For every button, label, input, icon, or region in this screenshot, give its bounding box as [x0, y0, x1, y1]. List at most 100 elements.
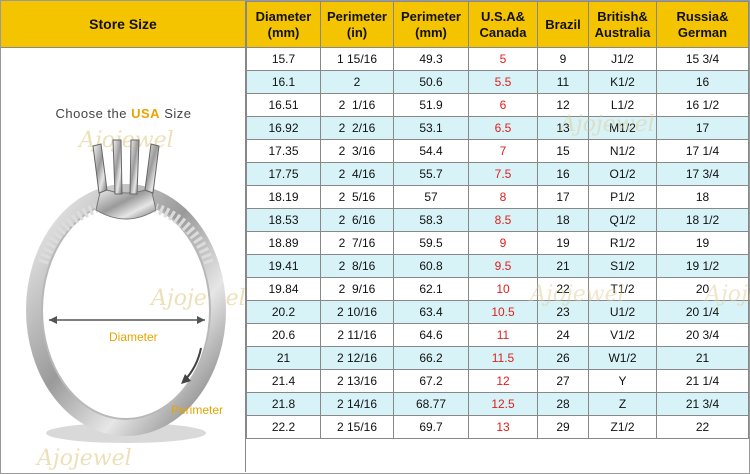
- size-table-body: 15.7 1 15/16 49.3 5 9 J1/2 15 3/4 16.1 2 50.6 5.5 1…: [246, 47, 749, 439]
- cell-british-australia: S1/2: [588, 254, 657, 278]
- cell-brazil: 13: [537, 116, 589, 140]
- cell-brazil: 27: [537, 369, 589, 393]
- cell-brazil: 28: [537, 392, 589, 416]
- cell-british-australia: Q1/2: [588, 208, 657, 232]
- col-header-line1: Russia&: [676, 8, 729, 24]
- cell-perimeter-in: 2 5/16: [320, 185, 394, 209]
- table-row: 18.53 2 6/16 58.3 8.5 18 Q1/2 18 1/2: [246, 208, 749, 232]
- col-header-perimeter-mm: Perimeter (mm): [393, 1, 469, 48]
- cell-diameter-mm: 18.53: [246, 208, 321, 232]
- cell-usa-canada: 13: [468, 415, 538, 439]
- cell-diameter-mm: 18.19: [246, 185, 321, 209]
- cell-british-australia: K1/2: [588, 70, 657, 94]
- cell-russia-german: 19: [656, 231, 749, 255]
- cell-diameter-mm: 16.51: [246, 93, 321, 117]
- store-size-header: Store Size: [1, 1, 246, 48]
- cell-usa-canada: 12.5: [468, 392, 538, 416]
- cell-british-australia: M1/2: [588, 116, 657, 140]
- ring-illustration: [26, 139, 226, 443]
- cell-usa-canada: 10: [468, 277, 538, 301]
- cell-russia-german: 20: [656, 277, 749, 301]
- cell-usa-canada: 8.5: [468, 208, 538, 232]
- table-row: 19.41 2 8/16 60.8 9.5 21 S1/2 19 1/2: [246, 254, 749, 278]
- cell-diameter-mm: 17.75: [246, 162, 321, 186]
- table-row: 19.84 2 9/16 62.1 10 22 T1/2 20: [246, 277, 749, 301]
- table-row: 20.2 2 10/16 63.4 10.5 23 U1/2 20 1/4: [246, 300, 749, 324]
- cell-perimeter-mm: 50.6: [393, 70, 469, 94]
- cell-usa-canada: 7.5: [468, 162, 538, 186]
- size-table-header: Diameter (mm) Perimeter (in) Perimeter (mm) U.…: [246, 1, 749, 48]
- col-header-line2: Canada: [479, 24, 527, 40]
- cell-perimeter-in: 2 3/16: [320, 139, 394, 163]
- choose-usa-highlight: USA: [131, 106, 161, 121]
- table-row: 21.8 2 14/16 68.77 12.5 28 Z 21 3/4: [246, 392, 749, 416]
- col-header-british-australia: British& Australia: [588, 1, 657, 48]
- cell-brazil: 9: [537, 47, 589, 71]
- cell-perimeter-in: 2 2/16: [320, 116, 394, 140]
- choose-prefix: Choose the: [55, 106, 127, 121]
- table-row: 17.35 2 3/16 54.4 7 15 N1/2 17 1/4: [246, 139, 749, 163]
- table-row: 21 2 12/16 66.2 11.5 26 W1/2 21: [246, 346, 749, 370]
- cell-perimeter-in: 2 15/16: [320, 415, 394, 439]
- cell-perimeter-mm: 55.7: [393, 162, 469, 186]
- cell-russia-german: 19 1/2: [656, 254, 749, 278]
- cell-brazil: 15: [537, 139, 589, 163]
- cell-perimeter-mm: 60.8: [393, 254, 469, 278]
- ring-illustration-panel: Choose the USA Size Ajojewel Ajojewel Aj…: [1, 48, 246, 472]
- cell-russia-german: 18: [656, 185, 749, 209]
- col-header-diameter-mm: Diameter (mm): [246, 1, 321, 48]
- watermark-middle: Ajojewel: [151, 286, 246, 311]
- cell-british-australia: L1/2: [588, 93, 657, 117]
- col-header-line1: U.S.A&: [480, 8, 526, 24]
- perimeter-arrow: [181, 374, 191, 384]
- cell-russia-german: 20 3/4: [656, 323, 749, 347]
- col-header-line2: Australia: [594, 24, 651, 40]
- cell-diameter-mm: 17.35: [246, 139, 321, 163]
- cell-russia-german: 15 3/4: [656, 47, 749, 71]
- col-header-line1: British&: [597, 8, 648, 24]
- cell-perimeter-in: 2 12/16: [320, 346, 394, 370]
- cell-perimeter-mm: 64.6: [393, 323, 469, 347]
- table-row: 15.7 1 15/16 49.3 5 9 J1/2 15 3/4: [246, 47, 749, 71]
- cell-usa-canada: 11: [468, 323, 538, 347]
- cell-perimeter-in: 1 15/16: [320, 47, 394, 71]
- cell-russia-german: 17 3/4: [656, 162, 749, 186]
- cell-british-australia: T1/2: [588, 277, 657, 301]
- col-header-line1: Perimeter: [327, 8, 387, 24]
- col-header-russia-german: Russia& German: [656, 1, 749, 48]
- table-row: 18.19 2 5/16 57 8 17 P1/2 18: [246, 185, 749, 209]
- cell-usa-canada: 7: [468, 139, 538, 163]
- cell-brazil: 18: [537, 208, 589, 232]
- pave-right-shoulder: [154, 203, 214, 265]
- cell-british-australia: J1/2: [588, 47, 657, 71]
- cell-usa-canada: 9: [468, 231, 538, 255]
- table-row: 20.6 2 11/16 64.6 11 24 V1/2 20 3/4: [246, 323, 749, 347]
- cell-diameter-mm: 22.2: [246, 415, 321, 439]
- cell-russia-german: 16 1/2: [656, 93, 749, 117]
- cell-perimeter-mm: 51.9: [393, 93, 469, 117]
- choose-suffix: Size: [164, 106, 192, 121]
- col-header-line2: (mm): [415, 24, 447, 40]
- col-header-perimeter-in: Perimeter (in): [320, 1, 394, 48]
- cell-usa-canada: 12: [468, 369, 538, 393]
- cell-perimeter-mm: 58.3: [393, 208, 469, 232]
- cell-usa-canada: 9.5: [468, 254, 538, 278]
- cell-perimeter-mm: 59.5: [393, 231, 469, 255]
- col-header-line1: Perimeter: [401, 8, 461, 24]
- prong-4: [144, 143, 160, 194]
- col-header-usa-canada: U.S.A& Canada: [468, 1, 538, 48]
- ring-setting-base: [95, 187, 157, 220]
- table-row: 17.75 2 4/16 55.7 7.5 16 O1/2 17 3/4: [246, 162, 749, 186]
- cell-perimeter-in: 2 9/16: [320, 277, 394, 301]
- cell-brazil: 29: [537, 415, 589, 439]
- cell-diameter-mm: 16.1: [246, 70, 321, 94]
- ring-band: [26, 184, 226, 436]
- cell-russia-german: 21: [656, 346, 749, 370]
- cell-perimeter-mm: 57: [393, 185, 469, 209]
- cell-british-australia: U1/2: [588, 300, 657, 324]
- cell-usa-canada: 5.5: [468, 70, 538, 94]
- cell-russia-german: 17: [656, 116, 749, 140]
- choose-usa-size-caption: Choose the USA Size: [1, 106, 245, 121]
- cell-russia-german: 17 1/4: [656, 139, 749, 163]
- ring-size-table: Diameter (mm) Perimeter (in) Perimeter (mm) U.…: [246, 1, 749, 439]
